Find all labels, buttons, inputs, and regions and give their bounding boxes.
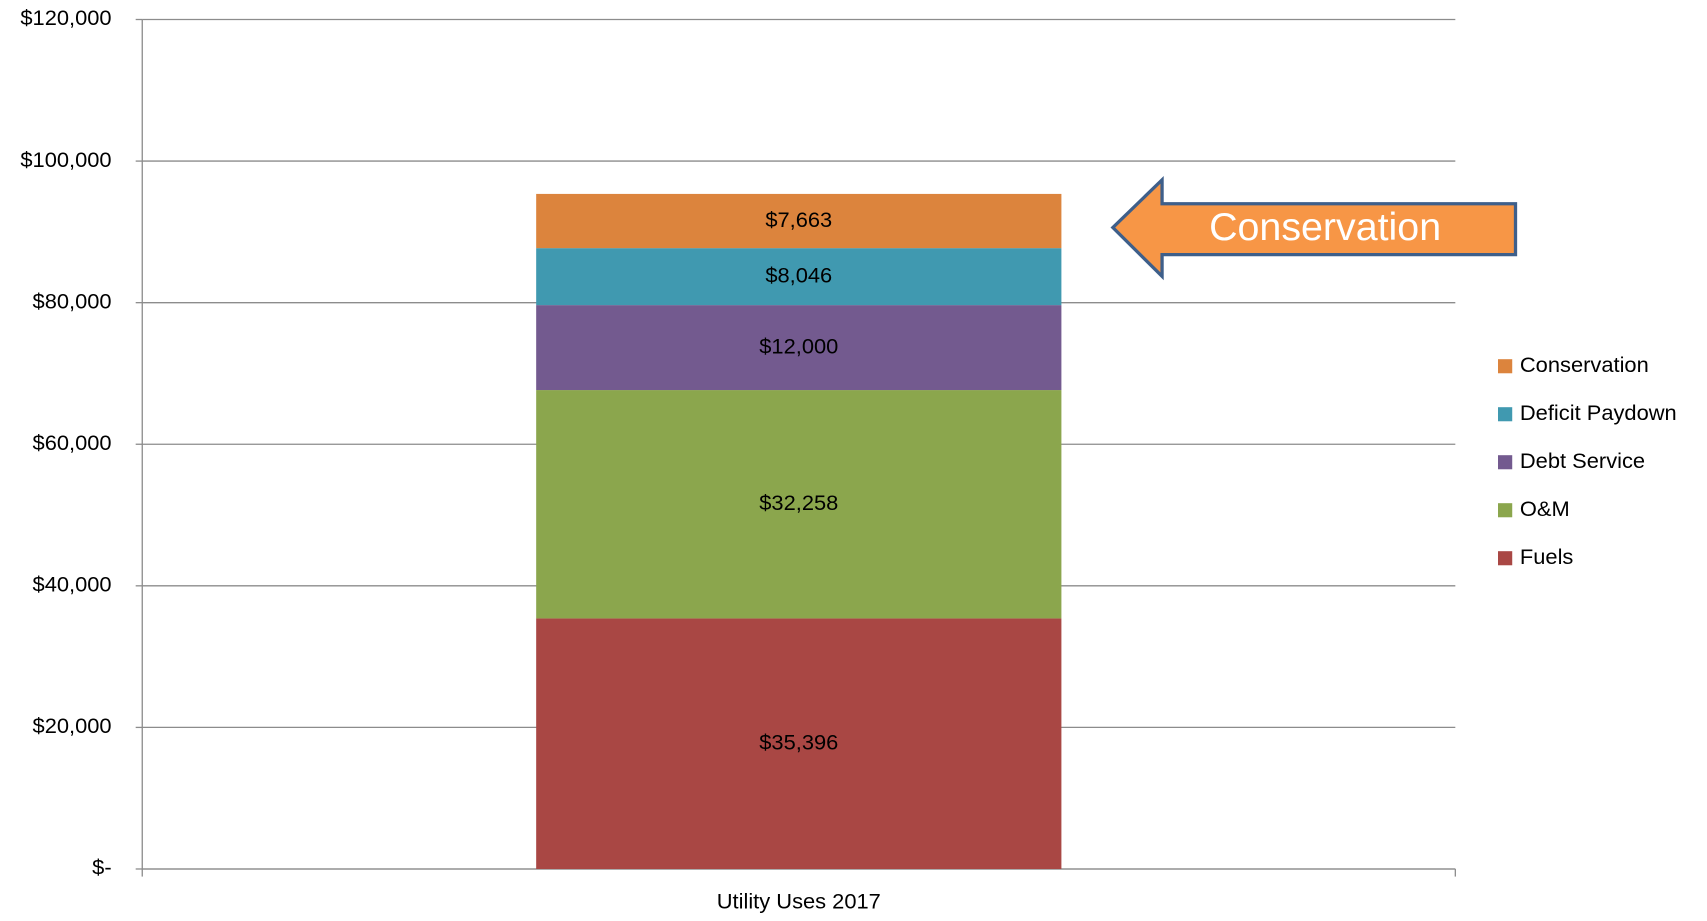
y-tick-label: $100,000 xyxy=(20,147,111,172)
bar-segment xyxy=(536,305,1062,391)
bar-segment xyxy=(536,248,1062,306)
legend-swatch xyxy=(1498,359,1513,374)
legend-label: Conservation xyxy=(1520,352,1649,377)
data-label: $12,000 xyxy=(759,333,838,358)
bar-segment xyxy=(536,193,1062,249)
legend-swatch xyxy=(1498,407,1513,422)
legend-swatch xyxy=(1498,551,1513,566)
legend-label: O&M xyxy=(1520,496,1570,521)
annotation-arrow xyxy=(1110,176,1518,281)
y-tick-label: $60,000 xyxy=(33,430,112,455)
y-tick-label: $- xyxy=(92,855,111,880)
data-label: $8,046 xyxy=(765,262,832,287)
data-label: $35,396 xyxy=(759,730,838,755)
legend-label: Deficit Paydown xyxy=(1520,400,1677,425)
data-label: $32,258 xyxy=(759,490,838,515)
y-tick-label: $120,000 xyxy=(20,5,111,30)
y-tick-label: $20,000 xyxy=(33,713,112,738)
legend-swatch xyxy=(1498,455,1513,470)
annotation-text: Conservation xyxy=(1209,206,1441,249)
legend-label: Fuels xyxy=(1520,544,1574,569)
y-tick-label: $80,000 xyxy=(33,288,112,313)
legend-label: Debt Service xyxy=(1520,448,1645,473)
data-label: $7,663 xyxy=(765,207,832,232)
bar-segment xyxy=(536,618,1062,869)
legend-swatch xyxy=(1498,503,1513,518)
bar-segment xyxy=(536,390,1062,619)
x-tick-label: Utility Uses 2017 xyxy=(717,888,881,913)
y-tick-label: $40,000 xyxy=(33,572,112,597)
